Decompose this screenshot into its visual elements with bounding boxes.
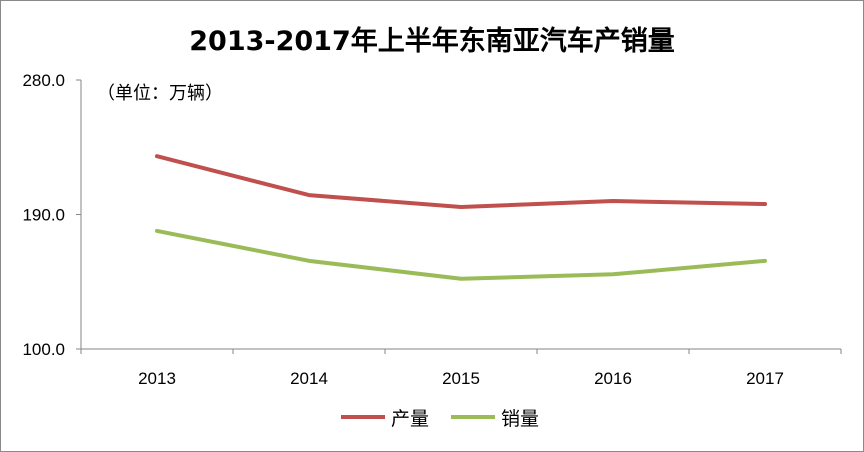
chart-title: 2013-2017年上半年东南亚汽车产销量 — [189, 26, 675, 57]
legend-item-production: 产量 — [341, 404, 429, 431]
unit-note: （单位：万辆） — [97, 83, 223, 104]
y-tick-labels: 100.0 190.0 280.0 — [22, 71, 81, 359]
series-line-0 — [155, 154, 767, 210]
legend: 产量 销量 — [341, 404, 561, 431]
legend-swatch-production — [341, 415, 385, 419]
x-tick-labels: 2013 2014 2015 2016 2017 — [80, 349, 842, 388]
legend-item-sales: 销量 — [451, 404, 539, 431]
series-lines — [155, 154, 767, 281]
y-tick-label: 280.0 — [22, 71, 65, 90]
series-line-1 — [155, 228, 767, 281]
legend-label-sales: 销量 — [501, 407, 540, 430]
axes — [80, 80, 841, 350]
y-tick-label: 190.0 — [22, 206, 65, 225]
x-tick-label: 2015 — [442, 369, 480, 388]
y-tick-label: 100.0 — [22, 340, 65, 359]
x-tick-label: 2013 — [138, 369, 176, 388]
x-tick-label: 2016 — [594, 369, 632, 388]
legend-swatch-sales — [451, 415, 496, 419]
x-tick-label: 2017 — [746, 369, 784, 388]
x-tick-label: 2014 — [290, 369, 328, 388]
legend-label-production: 产量 — [391, 407, 430, 430]
